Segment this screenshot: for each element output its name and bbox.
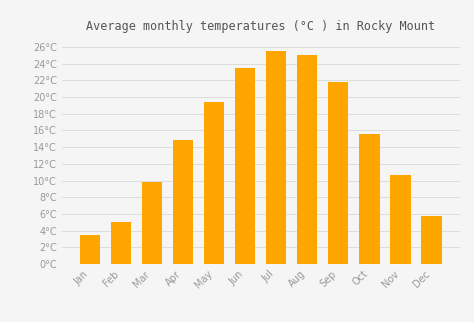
Bar xyxy=(421,216,442,264)
Bar xyxy=(328,82,348,264)
Bar xyxy=(173,140,193,264)
Bar xyxy=(266,51,286,264)
Bar xyxy=(235,68,255,264)
Bar xyxy=(359,134,380,264)
Bar xyxy=(391,175,410,264)
Bar xyxy=(297,55,318,264)
Bar xyxy=(111,222,131,264)
Title: Average monthly temperatures (°C ) in Rocky Mount: Average monthly temperatures (°C ) in Ro… xyxy=(86,20,435,33)
Bar xyxy=(204,102,224,264)
Bar xyxy=(142,182,162,264)
Bar xyxy=(80,235,100,264)
